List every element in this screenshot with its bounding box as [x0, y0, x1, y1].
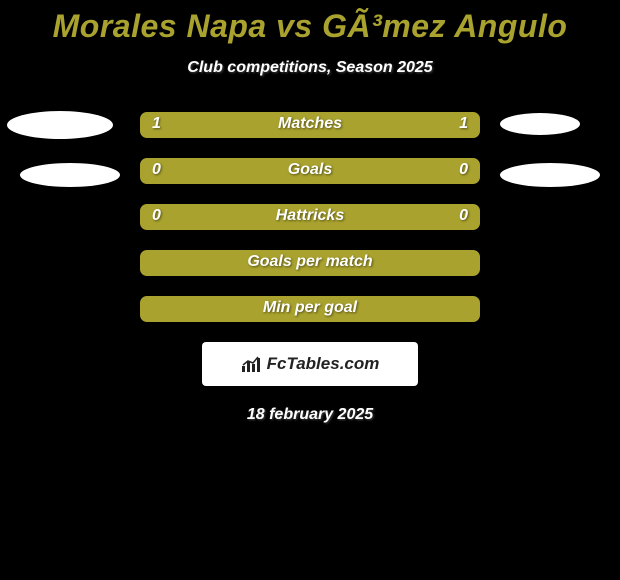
stat-row: 0 Goals 0 — [0, 158, 620, 184]
subtitle: Club competitions, Season 2025 — [0, 59, 620, 77]
stat-row: 0 Hattricks 0 — [0, 204, 620, 230]
logo-label: FcTables.com — [267, 354, 380, 374]
stat-row: Goals per match — [0, 250, 620, 276]
stat-label: Goals — [140, 161, 480, 179]
stat-label: Hattricks — [140, 207, 480, 225]
marker-ellipse — [20, 163, 120, 187]
bar-chart-icon — [241, 355, 263, 373]
stat-value-right: 1 — [459, 115, 468, 133]
source-logo: FcTables.com — [202, 342, 418, 386]
stat-row: Min per goal — [0, 296, 620, 322]
stat-label: Goals per match — [140, 253, 480, 271]
date-text: 18 february 2025 — [0, 406, 620, 424]
stat-value-right: 0 — [459, 207, 468, 225]
page-title: Morales Napa vs GÃ³mez Angulo — [0, 0, 620, 45]
marker-ellipse — [500, 113, 580, 135]
marker-ellipse — [7, 111, 113, 139]
stat-row: 1 Matches 1 — [0, 112, 620, 138]
stat-label: Matches — [140, 115, 480, 133]
stats-rows: 1 Matches 1 0 Goals 0 0 Hattricks 0 Goal… — [0, 112, 620, 322]
logo-text: FcTables.com — [241, 354, 380, 374]
stat-label: Min per goal — [140, 299, 480, 317]
marker-ellipse — [500, 163, 600, 187]
stat-value-right: 0 — [459, 161, 468, 179]
comparison-card: Morales Napa vs GÃ³mez Angulo Club compe… — [0, 0, 620, 580]
